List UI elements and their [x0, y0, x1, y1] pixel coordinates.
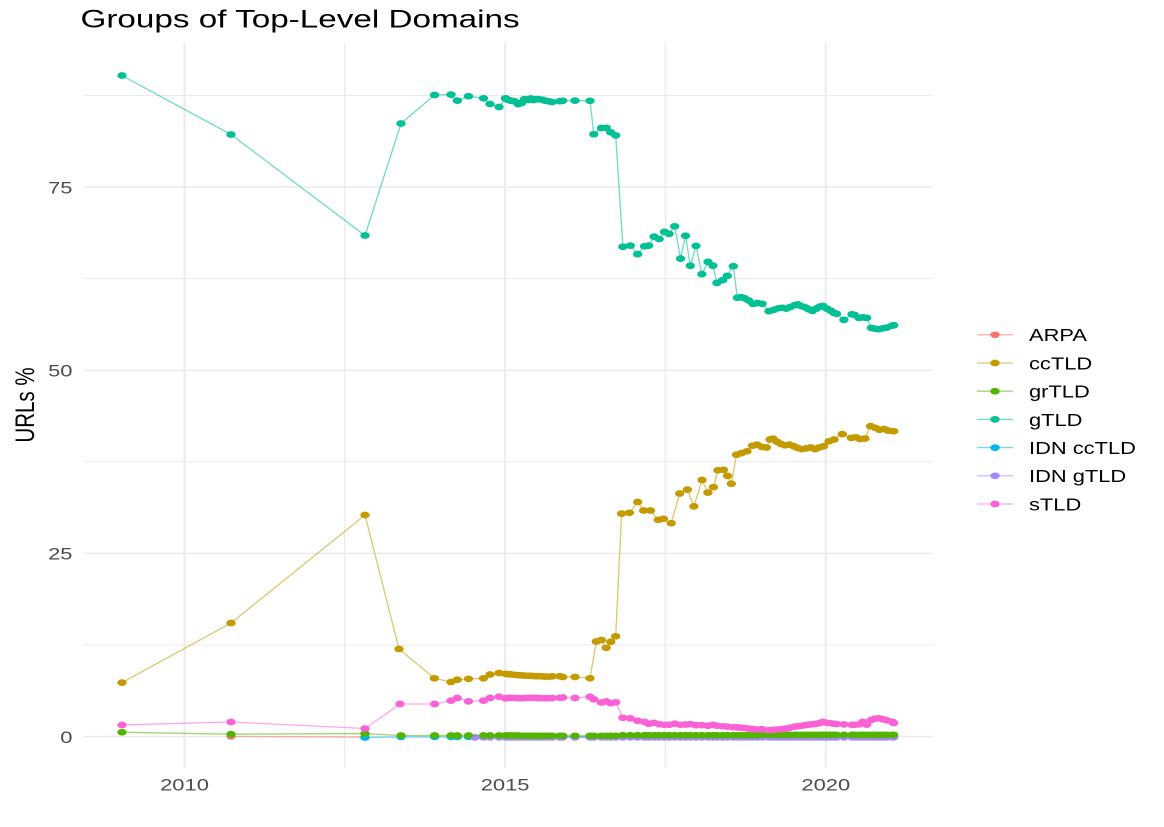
svg-text:ccTLD: ccTLD [1029, 354, 1092, 373]
svg-text:25: 25 [48, 545, 72, 564]
svg-text:2010: 2010 [160, 776, 209, 795]
svg-text:sTLD: sTLD [1029, 495, 1081, 514]
svg-text:grTLD: grTLD [1029, 383, 1090, 402]
svg-text:50: 50 [48, 362, 73, 381]
svg-text:75: 75 [48, 179, 72, 198]
svg-text:gTLD: gTLD [1029, 411, 1082, 430]
svg-text:IDN gTLD: IDN gTLD [1029, 467, 1126, 486]
svg-text:0: 0 [60, 728, 72, 747]
svg-text:2015: 2015 [481, 776, 530, 795]
svg-text:IDN ccTLD: IDN ccTLD [1029, 439, 1136, 458]
svg-text:URLs %: URLs % [10, 367, 41, 442]
svg-text:2020: 2020 [801, 776, 850, 795]
svg-text:Groups of Top-Level Domains: Groups of Top-Level Domains [81, 5, 520, 33]
svg-text:ARPA: ARPA [1029, 326, 1088, 345]
